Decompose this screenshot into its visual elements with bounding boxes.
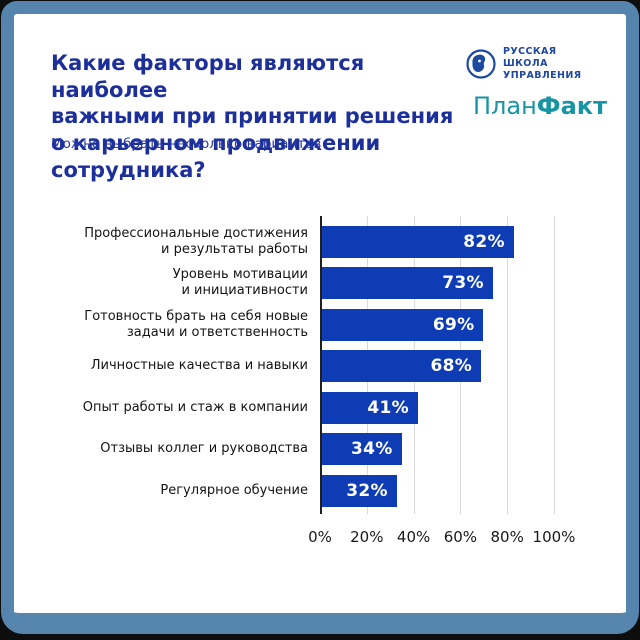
bar-row: Регулярное обучение 32%: [47, 470, 607, 512]
bar-value-label: 34%: [350, 439, 393, 460]
bar-value-label: 69%: [432, 314, 475, 335]
category-label: Личностные качества и навыки: [90, 358, 308, 374]
bar: 32%: [322, 474, 397, 507]
gridline: [554, 216, 555, 514]
bar: 73%: [322, 267, 493, 300]
x-tick-label: 20%: [350, 528, 384, 546]
bar-track: 32%: [320, 474, 554, 507]
y-axis-line: [320, 216, 322, 514]
planfact-part1: План: [473, 92, 537, 120]
bar-value-label: 68%: [430, 356, 473, 377]
bar: 41%: [322, 391, 418, 424]
card-content: Какие факторы являются наиболее важными …: [14, 14, 626, 613]
bar: 68%: [322, 350, 482, 383]
bar-row: Уровень мотивации и инициативности 73%: [47, 263, 607, 305]
x-tick-label: 100%: [532, 528, 576, 546]
page-title: Какие факторы являются наиболее важными …: [51, 51, 454, 182]
rsu-logo: РУССКАЯ ШКОЛА УПРАВЛЕНИЯ: [466, 46, 581, 82]
x-axis: 0% 20% 40% 60% 80% 100%: [308, 528, 575, 550]
bar-row: Отзывы коллег и руководства 34%: [47, 429, 607, 471]
category-label: Опыт работы и стаж в компании: [82, 399, 308, 415]
bar-row: Профессиональные достижения и результаты…: [47, 221, 607, 263]
x-tick-label: 0%: [308, 528, 332, 546]
bar-value-label: 82%: [463, 231, 505, 252]
bar-track: 69%: [320, 308, 554, 341]
bar-chart: Профессиональные достижения и результаты…: [47, 216, 607, 556]
x-tick-label: 40%: [396, 528, 431, 546]
category-label: Уровень мотивации и инициативности: [172, 267, 308, 299]
bar-value-label: 32%: [346, 480, 388, 501]
bar: 82%: [322, 225, 514, 258]
rsu-logo-text: РУССКАЯ ШКОЛА УПРАВЛЕНИЯ: [503, 46, 582, 81]
bar-value-label: 41%: [367, 397, 409, 418]
bar-value-label: 73%: [442, 273, 484, 294]
x-tick-label: 80%: [490, 528, 524, 546]
bar: 34%: [322, 433, 402, 466]
bar-track: 82%: [320, 225, 554, 258]
category-label: Профессиональные достижения и результаты…: [84, 225, 308, 257]
bar-track: 73%: [320, 267, 554, 300]
bar-track: 34%: [320, 433, 554, 466]
bar-row: Опыт работы и стаж в компании 41%: [47, 387, 607, 429]
category-label: Готовность брать на себя новые задачи и …: [84, 308, 308, 340]
page-subtitle: Можно выбрать несколько вариантов: [51, 136, 322, 152]
bar-row: Личностные качества и навыки 68%: [47, 346, 607, 388]
bar-track: 68%: [320, 350, 554, 383]
globe-face-icon: [466, 49, 496, 79]
category-label: Отзывы коллег и руководства: [100, 441, 308, 457]
planfact-part2: Факт: [536, 92, 607, 120]
bar-rows: Профессиональные достижения и результаты…: [47, 221, 607, 512]
category-label: Регулярное обучение: [160, 482, 308, 498]
x-tick-label: 60%: [443, 528, 478, 546]
planfact-logo: ПланФакт: [473, 92, 607, 120]
bar: 69%: [322, 308, 484, 341]
gridline: [507, 216, 509, 514]
bar-track: 41%: [320, 391, 554, 424]
bar-row: Готовность брать на себя новые задачи и …: [47, 304, 607, 346]
